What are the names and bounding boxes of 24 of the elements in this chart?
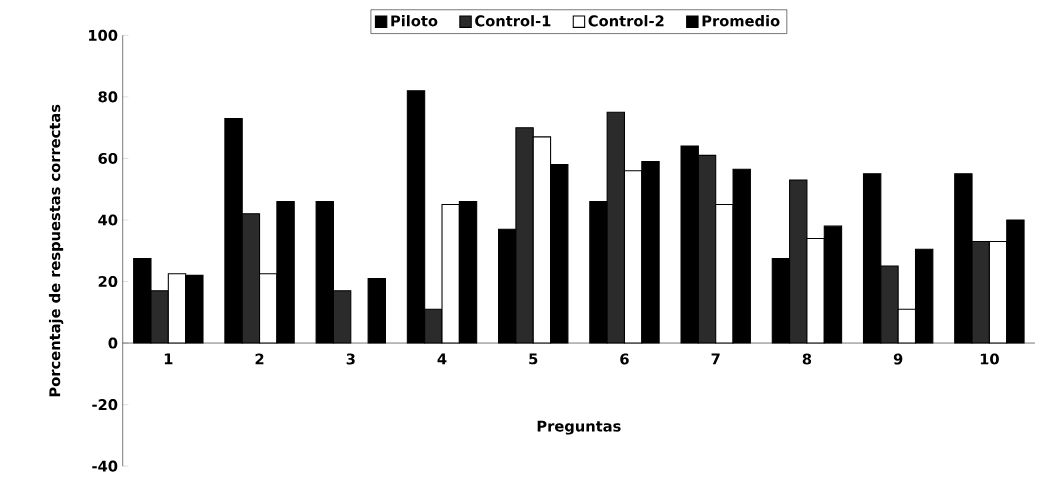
legend-label: Control-2 [588,15,664,27]
y-tick-label: 80 [98,91,118,103]
x-tick-label: 4 [437,353,447,365]
x-tick-label: 2 [255,353,264,365]
y-tick-label: 0 [108,337,118,349]
x-tick-label: 6 [620,353,629,365]
legend-label: Promedio [702,15,780,27]
y-tick-label: 60 [98,152,118,164]
x-axis-title: Preguntas [537,420,621,435]
y-tick-label: 20 [98,275,118,287]
y-tick-label: 100 [89,29,118,41]
y-axis-title: Porcentaje de respuestas correctas [48,104,64,397]
y-tick-label: -40 [92,460,118,472]
y-tick-label: -20 [92,398,118,411]
x-tick-label: 3 [346,353,355,365]
x-tick-label: 5 [529,353,538,365]
legend-label: Control-1 [475,15,551,27]
x-tick-label: 8 [802,353,812,365]
x-tick-label: 7 [711,353,720,365]
legend-label: Piloto [391,15,438,27]
y-tick-label: 40 [98,214,118,226]
x-tick-label: 10 [980,353,999,365]
x-tick-label: 9 [893,353,903,365]
x-tick-label: 1 [164,353,173,365]
